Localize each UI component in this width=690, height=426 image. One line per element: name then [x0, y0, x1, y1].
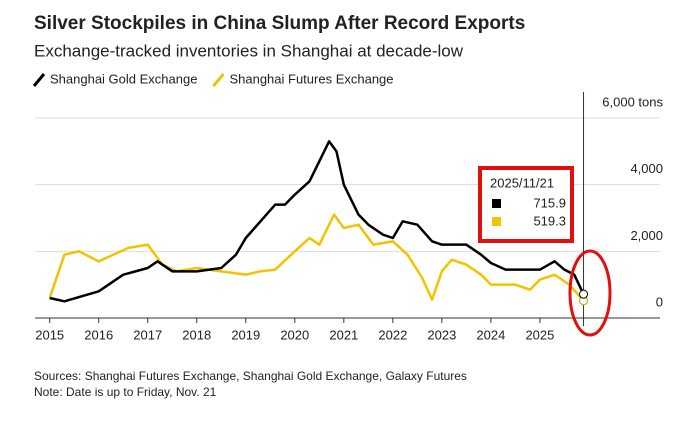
tooltip-date: 2025/11/21	[490, 175, 554, 190]
x-tick-label: 2019	[231, 327, 260, 342]
x-tick-label: 2015	[35, 327, 64, 342]
x-tick-label: 2020	[280, 327, 309, 342]
chart-title: Silver Stockpiles in China Slump After R…	[34, 13, 525, 34]
x-tick-label: 2021	[329, 327, 358, 342]
x-tick-label: 2024	[476, 327, 505, 342]
y-tick-label: 0	[656, 294, 663, 309]
legend-label: Shanghai Futures Exchange	[229, 71, 393, 86]
y-tick-label: 6,000 tons	[602, 94, 663, 109]
legend-swatch	[212, 73, 225, 87]
tooltip-value: 715.9	[533, 195, 566, 210]
series-line	[49, 140, 585, 303]
x-tick-label: 2023	[427, 327, 456, 342]
sources: Sources: Shanghai Futures Exchange, Shan…	[34, 369, 467, 383]
y-tick-label: 2,000	[630, 228, 663, 243]
highlight-ellipse	[568, 249, 612, 337]
tooltip-swatch	[492, 199, 501, 208]
tooltip-value: 519.3	[533, 213, 566, 228]
legend-swatch	[32, 73, 46, 87]
chart-subtitle: Exchange-tracked inventories in Shanghai…	[34, 41, 464, 60]
x-tick-label: 2016	[84, 327, 113, 342]
y-tick-label: 4,000	[630, 161, 663, 176]
end-point	[579, 289, 589, 299]
x-tick-label: 2022	[378, 327, 407, 342]
tooltip: 2025/11/21 715.9 519.3	[478, 166, 574, 243]
note: Note: Date is up to Friday, Nov. 21	[34, 385, 217, 399]
legend-label: Shanghai Gold Exchange	[50, 71, 197, 86]
x-tick-label: 2025	[525, 327, 554, 342]
series-line	[48, 213, 585, 302]
x-tick-label: 2018	[182, 327, 211, 342]
tooltip-swatch	[492, 217, 501, 226]
x-tick-label: 2017	[133, 327, 162, 342]
